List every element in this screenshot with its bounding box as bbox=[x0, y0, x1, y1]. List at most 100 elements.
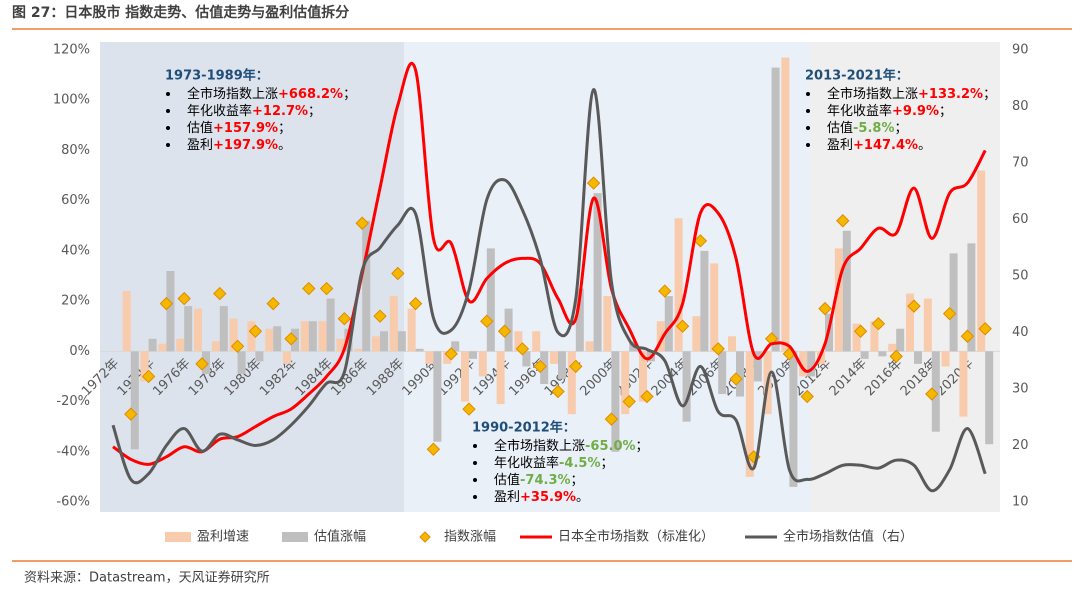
diamond-marker bbox=[640, 389, 654, 404]
diamond-marker bbox=[675, 319, 690, 333]
bar bbox=[318, 321, 327, 352]
diamond-marker bbox=[480, 314, 494, 328]
annotation-line: 盈利+147.4%。 bbox=[827, 138, 931, 153]
annotation-text: 全市场指数上涨 bbox=[187, 86, 278, 102]
diamond-marker bbox=[889, 349, 903, 364]
legend-swatch bbox=[419, 531, 431, 543]
diamond-marker bbox=[871, 317, 886, 331]
diamond-marker bbox=[853, 324, 868, 338]
page-title: 图 27：日本股市 指数走势、估值走势与盈利估值拆分 bbox=[12, 4, 349, 21]
bar bbox=[781, 57, 790, 352]
y-tick-label: 20% bbox=[61, 294, 90, 309]
annotation-line: 盈利+35.9%。 bbox=[494, 490, 589, 505]
diamond-marker bbox=[622, 394, 636, 409]
bar bbox=[130, 351, 139, 450]
bar bbox=[532, 331, 541, 352]
annotation-end: ； bbox=[939, 104, 952, 119]
bar bbox=[122, 291, 131, 352]
bar bbox=[941, 351, 950, 367]
diamond-marker bbox=[426, 442, 441, 456]
bar bbox=[656, 321, 665, 352]
diamond-marker bbox=[444, 347, 458, 361]
bar bbox=[300, 321, 309, 352]
bar bbox=[985, 351, 994, 445]
bar bbox=[621, 351, 630, 415]
bar bbox=[433, 351, 442, 442]
bar bbox=[397, 331, 406, 352]
y2-tick-label: 40 bbox=[1012, 325, 1029, 340]
bar bbox=[977, 170, 986, 352]
bar bbox=[255, 351, 264, 362]
bar bbox=[283, 351, 291, 364]
legend-label: 指数涨幅 bbox=[444, 530, 496, 545]
line bbox=[112, 61, 987, 466]
bar bbox=[842, 230, 851, 352]
legend-label: 估值涨幅 bbox=[314, 529, 366, 545]
diamond-marker bbox=[373, 309, 387, 323]
diamond-marker bbox=[266, 296, 280, 311]
diamond-marker bbox=[408, 296, 423, 311]
annotation-value: +133.2% bbox=[918, 87, 983, 102]
diamond-marker bbox=[907, 299, 921, 313]
diamond-marker bbox=[141, 369, 156, 384]
bar bbox=[888, 343, 897, 352]
annotation-value: +197.9% bbox=[213, 138, 278, 153]
bar bbox=[514, 331, 523, 352]
annotation-text: 盈利 bbox=[494, 490, 520, 505]
annotation-text: 估值 bbox=[494, 472, 520, 488]
y2-tick-label: 10 bbox=[1012, 495, 1029, 510]
bar bbox=[265, 328, 274, 352]
bar bbox=[728, 336, 736, 352]
bar bbox=[469, 351, 477, 359]
bar bbox=[158, 343, 167, 352]
annotation-text: 估值 bbox=[187, 120, 213, 136]
y2-tick-label: 30 bbox=[1012, 382, 1029, 397]
annotation-line: 全市场指数上涨+668.2%； bbox=[187, 86, 356, 102]
bar bbox=[461, 351, 469, 402]
bar bbox=[389, 296, 398, 352]
diamond-marker bbox=[391, 266, 405, 281]
y-tick-label: -40% bbox=[56, 444, 90, 459]
bar bbox=[710, 263, 719, 352]
annotation-text: 全市场指数上涨 bbox=[827, 86, 918, 102]
diamond-marker bbox=[462, 402, 476, 416]
bar bbox=[148, 338, 157, 352]
bar bbox=[415, 348, 424, 352]
bar bbox=[496, 351, 505, 405]
legend-label: 日本全市场指数（标准化） bbox=[558, 529, 714, 545]
annotation-text: 盈利 bbox=[827, 138, 853, 153]
annotation-end: 。 bbox=[576, 490, 589, 505]
bar bbox=[603, 296, 612, 352]
y2-tick-label: 90 bbox=[1012, 43, 1029, 58]
y2-tick-label: 50 bbox=[1012, 269, 1029, 284]
diamond-marker bbox=[337, 311, 352, 326]
diamond-marker bbox=[818, 301, 832, 316]
bar bbox=[575, 288, 584, 352]
bar bbox=[692, 316, 701, 352]
bar bbox=[308, 321, 317, 352]
annotation-end: ； bbox=[343, 87, 356, 102]
bar bbox=[799, 351, 808, 377]
bar bbox=[273, 326, 282, 352]
bar bbox=[211, 341, 220, 352]
diamond-marker bbox=[355, 216, 369, 230]
bar bbox=[567, 351, 576, 415]
bar bbox=[478, 351, 487, 377]
bar bbox=[372, 336, 380, 352]
diamond-marker bbox=[604, 412, 619, 426]
bullet bbox=[806, 126, 810, 130]
bar bbox=[219, 306, 228, 352]
annotation-line: 估值-5.8%； bbox=[827, 120, 907, 136]
bar bbox=[949, 253, 958, 352]
annotation-title: 2013-2021年： bbox=[805, 68, 909, 84]
diamond-marker bbox=[284, 332, 298, 346]
bar bbox=[771, 67, 780, 352]
diamond-marker bbox=[515, 342, 530, 356]
diamond-marker bbox=[230, 339, 245, 354]
bar bbox=[878, 351, 887, 357]
annotation-title: 1990-2012年： bbox=[472, 420, 576, 436]
annotation-line: 估值-74.3%； bbox=[494, 472, 584, 488]
bullet bbox=[806, 109, 810, 113]
bullet bbox=[166, 143, 170, 147]
